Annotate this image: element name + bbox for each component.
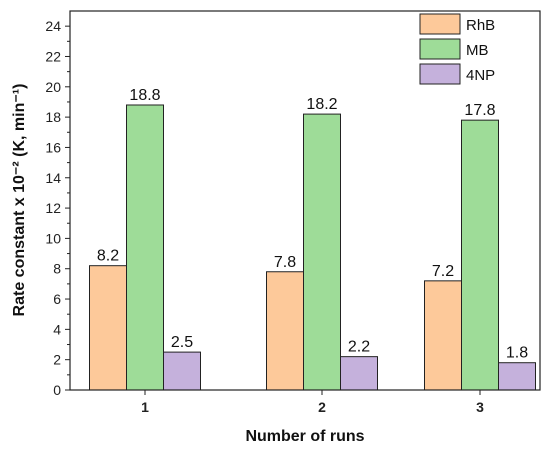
legend-label-4np: 4NP [466, 67, 495, 84]
bar-4np-run-1 [163, 351, 201, 391]
bar-rhb-run-3 [424, 280, 462, 391]
x-tick-label: 1 [141, 399, 149, 415]
y-tick-label: 2 [53, 352, 61, 368]
bar-mb-run-3 [461, 119, 499, 391]
legend-swatch-4np [419, 63, 461, 85]
data-label: 8.2 [97, 248, 119, 265]
bar-rhb-run-2 [266, 271, 304, 391]
data-label: 7.2 [432, 263, 454, 280]
y-tick-label: 6 [53, 291, 61, 307]
data-label: 2.5 [171, 334, 193, 351]
legend-swatch-rhb [419, 13, 461, 35]
bar-mb-run-2 [303, 113, 341, 391]
bars [89, 104, 536, 391]
bar-4np-run-3 [498, 362, 536, 391]
data-label: 1.8 [506, 345, 528, 362]
x-axis-title: Number of runs [245, 428, 364, 445]
y-tick-label: 8 [53, 261, 61, 277]
bar-rhb-run-1 [89, 265, 127, 391]
y-tick-label: 18 [45, 109, 61, 125]
y-tick-label: 14 [45, 170, 61, 186]
y-tick-label: 4 [53, 321, 61, 337]
legend-swatch-mb [419, 38, 461, 60]
data-labels: 8.2 18.8 2.5 7.8 18.2 2.2 7.2 17.8 1.8 [97, 87, 528, 362]
y-tick-label: 10 [45, 230, 61, 246]
legend: RhB MB 4NP [419, 13, 495, 85]
bar-mb-run-1 [126, 104, 164, 391]
y-tick-label: 24 [45, 18, 61, 34]
legend-label-rhb: RhB [466, 17, 495, 34]
x-axis-ticks: 1 2 3 [141, 390, 484, 415]
data-label: 18.2 [306, 96, 337, 113]
data-label: 2.2 [348, 339, 370, 356]
legend-label-mb: MB [466, 42, 489, 59]
data-label: 7.8 [274, 254, 296, 271]
y-tick-label: 0 [53, 382, 61, 398]
data-label: 17.8 [464, 102, 495, 119]
y-axis-title: Rate constant x 10⁻² (K, min⁻¹) [11, 84, 28, 317]
y-tick-label: 22 [45, 48, 61, 64]
bar-4np-run-2 [340, 356, 378, 391]
x-tick-label: 2 [318, 399, 326, 415]
y-tick-label: 12 [45, 200, 61, 216]
x-tick-label: 3 [476, 399, 484, 415]
data-label: 18.8 [129, 87, 160, 104]
y-tick-label: 20 [45, 79, 61, 95]
plot-frame [69, 10, 541, 391]
y-tick-label: 16 [45, 139, 61, 155]
